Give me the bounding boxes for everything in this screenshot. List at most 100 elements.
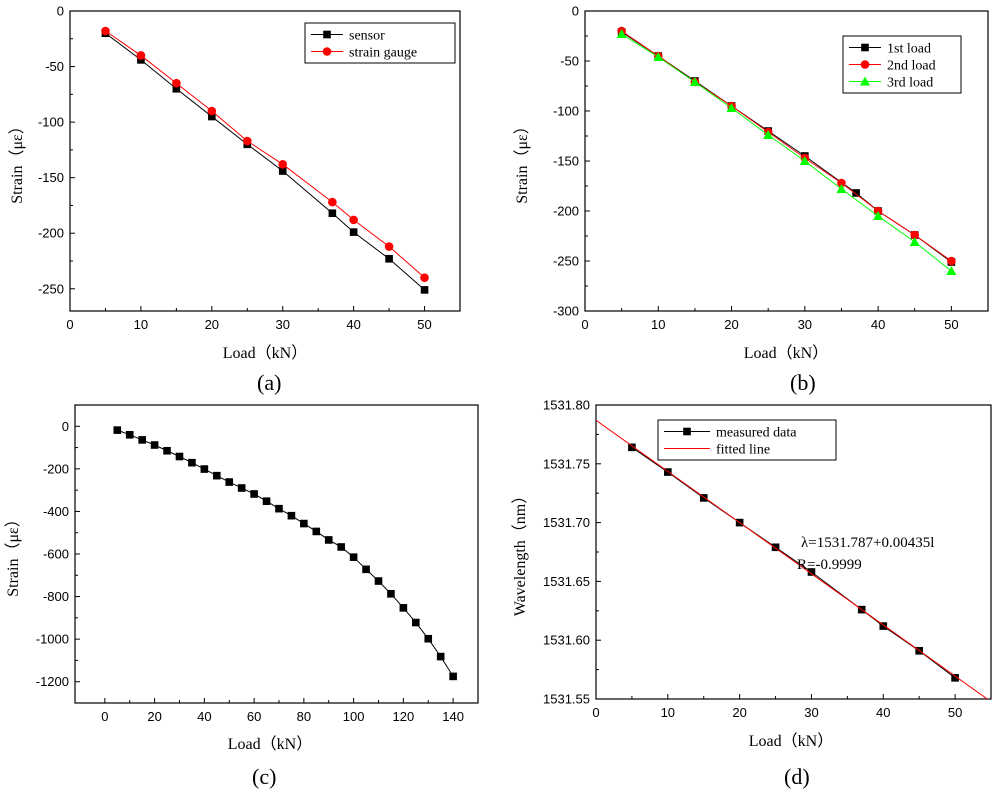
data-point bbox=[852, 189, 860, 197]
x-tick-label: 0 bbox=[101, 709, 108, 724]
data-point bbox=[312, 527, 321, 536]
data-point bbox=[879, 622, 888, 630]
data-point bbox=[101, 26, 110, 36]
y-tick-label: -200 bbox=[43, 461, 69, 476]
x-tick-label: 10 bbox=[661, 705, 675, 720]
legend-marker bbox=[323, 30, 331, 39]
data-point bbox=[726, 103, 737, 112]
x-tick-label: 40 bbox=[346, 317, 360, 332]
legend-marker bbox=[861, 43, 869, 52]
fit-annotation: λ=1531.787+0.00435l bbox=[801, 535, 934, 551]
data-point bbox=[909, 237, 920, 246]
panel-c: 0 20 40 60 80 100 120 140 0 -200 -400 -600 -800 -1000… bbox=[4, 404, 479, 789]
data-point bbox=[349, 215, 358, 225]
data-point bbox=[278, 167, 287, 175]
data-point bbox=[412, 618, 420, 627]
data-point bbox=[349, 228, 358, 236]
plot-area bbox=[616, 26, 957, 275]
y-tick-label: -200 bbox=[38, 226, 64, 241]
y-axis-label: Strain（με） bbox=[4, 511, 22, 597]
x-tick-label: 0 bbox=[66, 317, 73, 332]
data-point bbox=[951, 674, 959, 682]
data-point bbox=[653, 52, 664, 61]
data-point bbox=[836, 184, 847, 193]
series-line-sensor bbox=[105, 32, 425, 291]
data-point bbox=[324, 536, 333, 544]
data-point bbox=[910, 230, 920, 240]
x-tick-label: 0 bbox=[581, 317, 588, 332]
legend-label: 1st load bbox=[887, 42, 931, 57]
data-point bbox=[287, 511, 296, 520]
x-tick-label: 20 bbox=[724, 317, 738, 332]
data-point bbox=[628, 443, 636, 452]
data-point bbox=[449, 672, 457, 681]
data-point bbox=[275, 504, 283, 513]
data-point bbox=[384, 242, 394, 251]
panel-label: (b) bbox=[790, 370, 816, 395]
data-point bbox=[300, 519, 308, 528]
data-point bbox=[172, 78, 181, 88]
y-tick-label: -150 bbox=[38, 170, 64, 185]
data-point bbox=[873, 211, 884, 220]
x-tick-label: 40 bbox=[197, 709, 211, 724]
plot-area bbox=[596, 419, 989, 699]
legend-label: strain gauge bbox=[349, 46, 417, 61]
data-point bbox=[207, 106, 217, 116]
y-tick-label: -800 bbox=[43, 589, 69, 604]
data-point bbox=[172, 84, 181, 93]
y-tick-label: 0 bbox=[62, 419, 69, 434]
data-point bbox=[616, 29, 627, 38]
y-tick-label: 1531.65 bbox=[543, 574, 590, 589]
x-tick-label: 120 bbox=[393, 709, 415, 724]
data-point bbox=[188, 458, 196, 467]
y-axis-label: Wavelength（nm） bbox=[511, 488, 529, 616]
legend-label: 2nd load bbox=[887, 59, 936, 74]
panel-label: (a) bbox=[257, 370, 281, 395]
legend-label: fitted line bbox=[716, 443, 770, 458]
data-point bbox=[946, 266, 957, 275]
x-tick-label: 20 bbox=[147, 709, 161, 724]
y-tick-label: 1531.55 bbox=[543, 692, 590, 707]
x-tick-label: 140 bbox=[442, 709, 464, 724]
data-point bbox=[175, 452, 184, 461]
x-axis-label: Load（kN） bbox=[744, 344, 828, 362]
y-axis-label: Strain（με） bbox=[8, 118, 26, 204]
series-line-3rd-load bbox=[621, 33, 952, 272]
y-tick-label: 1531.60 bbox=[543, 633, 590, 648]
data-point bbox=[200, 465, 209, 473]
y-tick-label: -100 bbox=[38, 115, 64, 130]
data-point bbox=[947, 256, 956, 266]
data-point bbox=[250, 490, 258, 498]
plot-area bbox=[113, 426, 457, 681]
series-line-measured-data bbox=[631, 446, 956, 679]
series-line-data bbox=[117, 429, 454, 677]
y-tick-label: 0 bbox=[57, 4, 64, 19]
x-tick-label: 0 bbox=[592, 705, 599, 720]
panel-label: (d) bbox=[784, 764, 810, 789]
data-point bbox=[436, 652, 445, 661]
legend-marker bbox=[860, 76, 870, 86]
data-point bbox=[807, 568, 816, 576]
data-point bbox=[163, 446, 171, 455]
data-point bbox=[689, 77, 700, 86]
data-point bbox=[420, 286, 429, 294]
data-point bbox=[362, 565, 370, 574]
legend-box bbox=[657, 419, 837, 461]
y-tick-label: -50 bbox=[560, 54, 579, 69]
panel-d: 0 10 20 30 40 50 1531.80 1531.75 1531.70 1531.65 1… bbox=[511, 398, 992, 789]
series-line-strain-gauge bbox=[105, 30, 425, 279]
legend-label: measured data bbox=[716, 426, 797, 441]
y-tick-label: -50 bbox=[45, 59, 64, 74]
y-tick-label: -250 bbox=[553, 254, 579, 269]
fit-annotation: R=-0.9999 bbox=[797, 557, 862, 573]
y-tick-label: 1531.70 bbox=[543, 515, 590, 530]
x-tick-label: 20 bbox=[205, 317, 219, 332]
x-tick-label: 20 bbox=[732, 705, 746, 720]
panel-label: (c) bbox=[252, 764, 276, 789]
data-point bbox=[137, 56, 145, 64]
data-point bbox=[699, 494, 708, 502]
x-axis-label: Load（kN） bbox=[223, 344, 307, 362]
y-tick-label: 1531.75 bbox=[543, 456, 590, 471]
y-axis-label: Strain（με） bbox=[513, 118, 531, 204]
